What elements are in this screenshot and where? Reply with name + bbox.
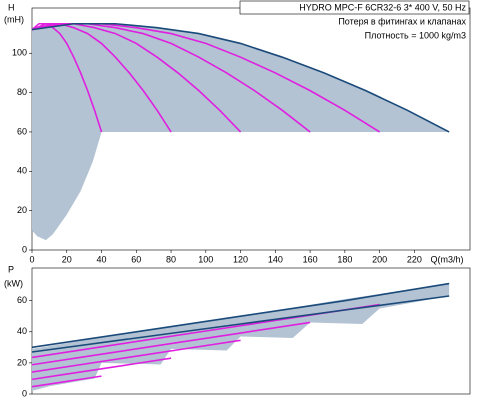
- x-tick-label: 180: [337, 254, 352, 264]
- title-box: [239, 0, 470, 15]
- x-tick-label: 160: [303, 254, 318, 264]
- y-tick-label: 60: [17, 295, 27, 305]
- y-tick-label: 40: [17, 166, 27, 176]
- x-axis-label: Q(m3/h): [430, 254, 463, 264]
- curve: [31, 22, 450, 133]
- y-tick-label: 40: [17, 326, 27, 336]
- y-tick-label: 0: [22, 388, 27, 398]
- curve: [31, 295, 450, 353]
- curve: [31, 282, 450, 349]
- annotation: Потеря в фитингах и клапанах: [338, 16, 466, 26]
- curve: [31, 357, 172, 381]
- plot-frame: [31, 267, 471, 395]
- curve: [31, 339, 241, 373]
- y-tick-label: 0: [22, 244, 27, 254]
- y-tick-label: 80: [17, 87, 27, 97]
- x-tick-label: 220: [407, 254, 422, 264]
- x-tick-label: 100: [198, 254, 213, 264]
- y-axis-label: (mH): [4, 14, 24, 24]
- curve: [31, 22, 103, 133]
- y-tick-label: 20: [17, 205, 27, 215]
- annotation: Плотность = 1000 kg/m3: [365, 30, 466, 40]
- x-tick-label: 0: [29, 254, 34, 264]
- x-tick-label: 80: [166, 254, 176, 264]
- chart-title: HYDRO MPC-F 6CR32-6 3* 400 V, 50 Hz: [299, 2, 466, 12]
- y-axis-label: P: [8, 264, 14, 274]
- y-axis-label: H: [8, 2, 15, 12]
- y-tick-label: 20: [17, 357, 27, 367]
- x-tick-label: 20: [62, 254, 72, 264]
- x-tick-label: 200: [372, 254, 387, 264]
- x-tick-label: 120: [233, 254, 248, 264]
- x-tick-label: 40: [97, 254, 107, 264]
- y-axis-label: (kW): [4, 278, 23, 288]
- y-tick-label: 100: [12, 48, 27, 58]
- x-tick-label: 140: [268, 254, 283, 264]
- curve: [31, 375, 102, 388]
- curve: [31, 321, 311, 366]
- y-tick-label: 60: [17, 126, 27, 136]
- x-tick-label: 60: [131, 254, 141, 264]
